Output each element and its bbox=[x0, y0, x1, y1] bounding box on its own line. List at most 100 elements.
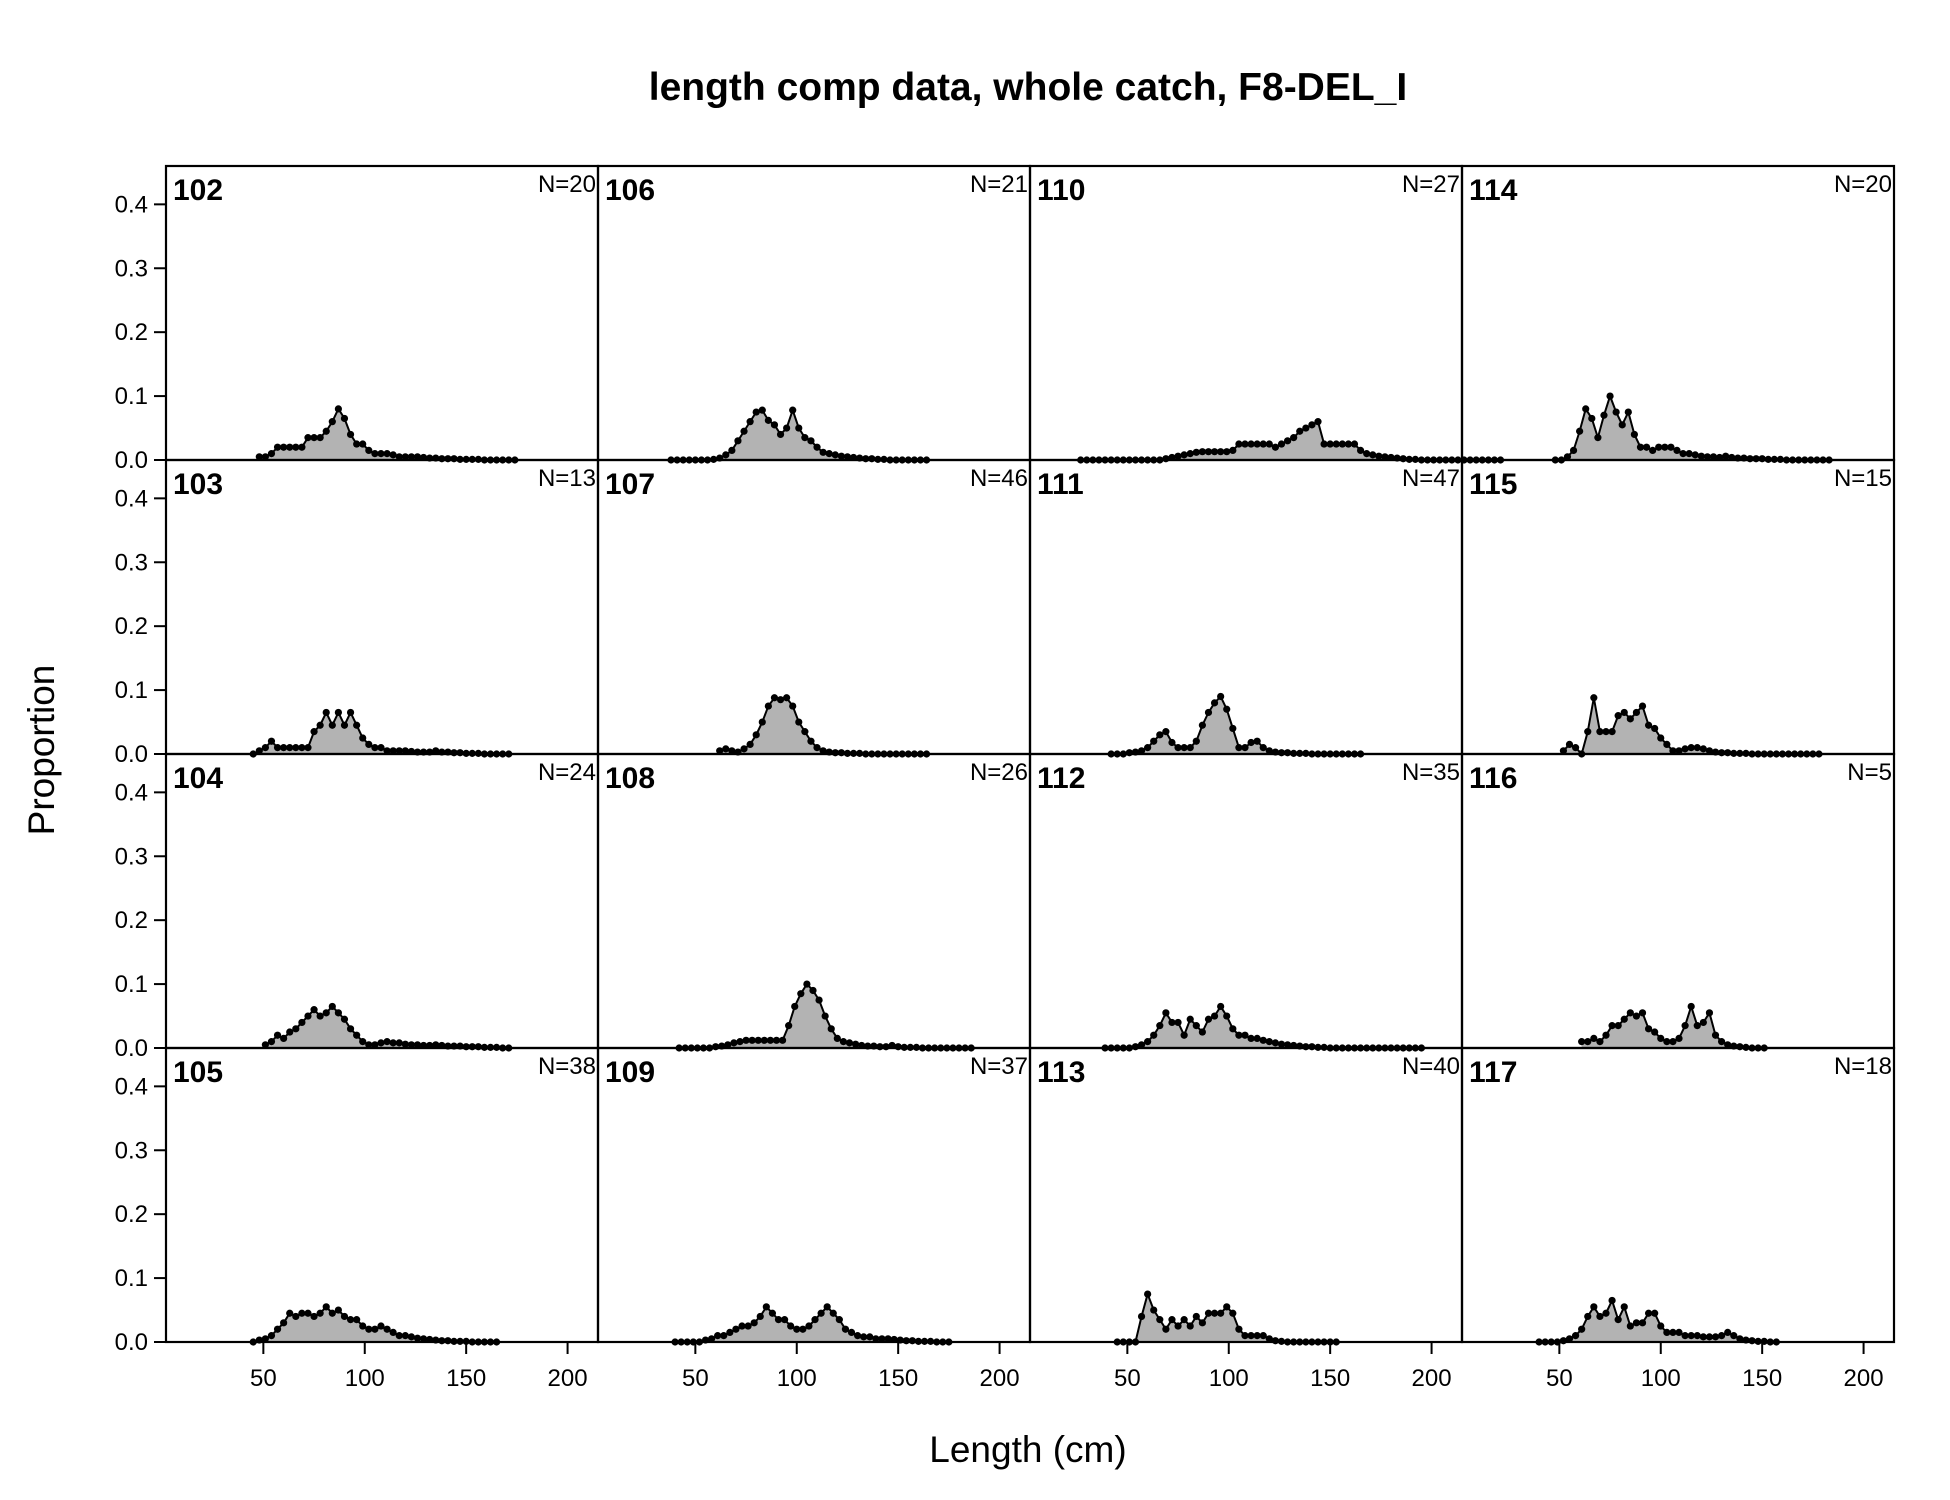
n-label-109: N=37 bbox=[970, 1053, 1028, 1080]
n-label-116: N=5 bbox=[1847, 759, 1892, 786]
point-117-31 bbox=[1724, 1328, 1732, 1337]
point-115-11 bbox=[1626, 715, 1634, 723]
point-106-22 bbox=[801, 434, 809, 442]
point-112-17 bbox=[1204, 1015, 1213, 1023]
point-102-4 bbox=[280, 443, 288, 451]
panel-104: 104 N=24 0.0 0.1 0.2 0.3 0.4 bbox=[115, 752, 600, 1062]
point-104-4 bbox=[286, 1028, 294, 1036]
y-tick-label-102-1: 0.1 bbox=[115, 383, 148, 410]
point-112-34 bbox=[1308, 1043, 1316, 1051]
point-110-21 bbox=[1204, 448, 1213, 456]
point-106-19 bbox=[783, 424, 791, 432]
point-109-6 bbox=[707, 1335, 716, 1343]
point-103-6 bbox=[286, 744, 294, 752]
point-113-4 bbox=[1137, 1312, 1146, 1321]
x-tick-label-109-2: 150 bbox=[878, 1365, 918, 1392]
point-108-19 bbox=[791, 1002, 799, 1011]
point-104-18 bbox=[371, 1041, 379, 1049]
point-109-7 bbox=[714, 1332, 722, 1340]
area-111 bbox=[1111, 696, 1361, 754]
panel-label-114: 114 bbox=[1469, 174, 1518, 207]
point-111-8 bbox=[1156, 731, 1164, 739]
point-112-19 bbox=[1217, 1002, 1225, 1011]
point-117-27 bbox=[1699, 1333, 1707, 1341]
point-116-22 bbox=[1711, 1031, 1720, 1039]
n-label-104: N=24 bbox=[538, 759, 596, 786]
point-106-23 bbox=[807, 437, 815, 445]
point-116-13 bbox=[1657, 1034, 1665, 1043]
point-109-16 bbox=[768, 1309, 777, 1317]
point-114-20 bbox=[1673, 446, 1681, 455]
point-110-53 bbox=[1399, 455, 1407, 463]
point-104-22 bbox=[395, 1039, 403, 1047]
panel-label-117: 117 bbox=[1469, 1056, 1517, 1089]
point-109-21 bbox=[799, 1325, 807, 1333]
point-104-21 bbox=[389, 1039, 397, 1047]
point-115-27 bbox=[1724, 749, 1732, 757]
area-108 bbox=[679, 984, 972, 1048]
point-105-28 bbox=[419, 1335, 428, 1343]
x-tick-label-109-3: 200 bbox=[980, 1365, 1020, 1392]
point-110-30 bbox=[1259, 440, 1267, 448]
point-115-24 bbox=[1705, 747, 1714, 755]
point-110-17 bbox=[1180, 451, 1188, 459]
panel-label-104: 104 bbox=[173, 762, 223, 795]
point-109-24 bbox=[817, 1309, 825, 1317]
point-113-12 bbox=[1186, 1322, 1194, 1330]
point-117-8 bbox=[1584, 1312, 1592, 1321]
point-103-10 bbox=[310, 728, 318, 736]
point-111-22 bbox=[1241, 744, 1249, 752]
point-105-20 bbox=[371, 1325, 379, 1333]
point-106-9 bbox=[722, 451, 730, 459]
point-109-22 bbox=[805, 1322, 813, 1330]
point-104-7 bbox=[304, 1012, 312, 1020]
point-114-2 bbox=[1563, 453, 1572, 461]
point-103-21 bbox=[377, 744, 385, 752]
point-111-3 bbox=[1125, 749, 1133, 757]
point-110-50 bbox=[1381, 453, 1389, 461]
point-103-2 bbox=[261, 744, 269, 752]
x-tick-label-117-1: 100 bbox=[1641, 1365, 1681, 1392]
point-113-13 bbox=[1192, 1312, 1200, 1321]
point-117-14 bbox=[1620, 1303, 1628, 1311]
point-117-4 bbox=[1559, 1337, 1568, 1345]
point-108-13 bbox=[754, 1036, 762, 1044]
area-113 bbox=[1117, 1294, 1337, 1342]
point-104-12 bbox=[334, 1009, 342, 1017]
point-110-29 bbox=[1253, 440, 1261, 448]
point-103-23 bbox=[389, 747, 397, 755]
point-109-35 bbox=[884, 1335, 892, 1343]
point-104-14 bbox=[346, 1025, 355, 1033]
point-110-19 bbox=[1192, 448, 1200, 456]
point-111-14 bbox=[1192, 737, 1200, 745]
point-116-0 bbox=[1578, 1038, 1586, 1046]
point-108-24 bbox=[821, 1012, 829, 1020]
point-106-25 bbox=[819, 448, 827, 456]
point-106-16 bbox=[764, 416, 772, 424]
panel-label-103: 103 bbox=[173, 468, 223, 501]
point-105-18 bbox=[359, 1322, 367, 1330]
point-103-9 bbox=[304, 744, 312, 752]
point-117-17 bbox=[1638, 1319, 1647, 1327]
point-110-39 bbox=[1314, 418, 1322, 426]
panel-label-115: 115 bbox=[1469, 468, 1517, 501]
point-115-7 bbox=[1602, 728, 1610, 736]
point-115-6 bbox=[1596, 728, 1604, 736]
point-110-33 bbox=[1277, 440, 1286, 448]
point-110-48 bbox=[1369, 451, 1377, 459]
n-label-112: N=35 bbox=[1402, 759, 1460, 786]
point-110-18 bbox=[1186, 450, 1194, 458]
point-106-10 bbox=[728, 446, 736, 455]
point-105-4 bbox=[273, 1325, 282, 1333]
panel-106: 106 N=21 bbox=[596, 164, 1032, 464]
point-108-18 bbox=[785, 1022, 793, 1030]
point-110-40 bbox=[1320, 440, 1328, 448]
y-tick-label-104-3: 0.3 bbox=[115, 843, 148, 870]
point-102-16 bbox=[353, 440, 361, 448]
area-104 bbox=[265, 1006, 509, 1048]
point-111-6 bbox=[1144, 744, 1152, 752]
point-112-26 bbox=[1259, 1036, 1267, 1044]
point-102-12 bbox=[328, 418, 336, 426]
point-111-25 bbox=[1259, 744, 1267, 752]
